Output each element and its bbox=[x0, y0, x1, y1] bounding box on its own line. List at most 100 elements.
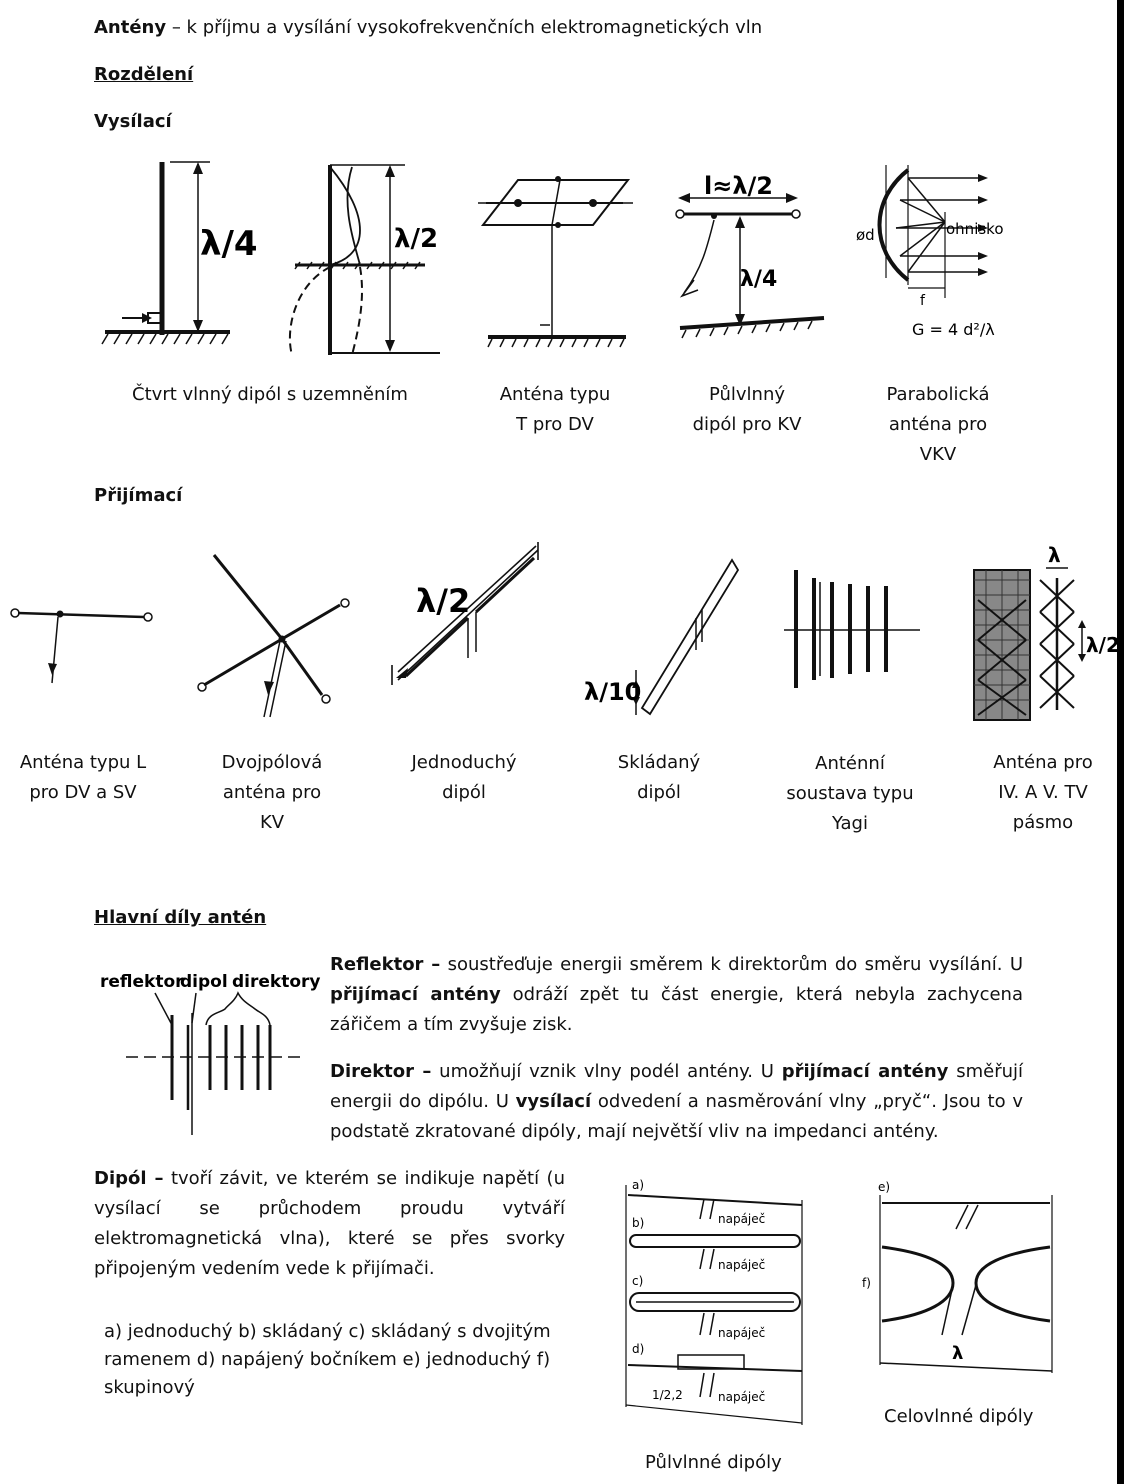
caption-t-antenna: Anténa typu T pro DV bbox=[480, 380, 630, 440]
caption-line: dipól bbox=[637, 782, 681, 803]
ratio-label: 1/2,2 bbox=[652, 1388, 683, 1402]
section-heading-parts: Hlavní díly antén bbox=[94, 907, 267, 928]
letter-a: a) bbox=[632, 1178, 644, 1192]
caption-line: Anténa pro bbox=[993, 752, 1093, 773]
letter-d: d) bbox=[632, 1342, 644, 1356]
caption-line: Čtvrt vlnný dipól s uzemněním bbox=[132, 384, 408, 405]
label-reflektor: reflektor bbox=[100, 972, 184, 992]
paragraph-dipol: Dipól – tvoří závit, ve kterém se indiku… bbox=[94, 1164, 565, 1284]
caption-line: Jednoduchý bbox=[411, 752, 517, 773]
text-segment: soustřeďuje energii směrem k direktorům … bbox=[440, 954, 1024, 975]
letter-b: b) bbox=[632, 1216, 644, 1230]
caption-line: Anténa typu L bbox=[19, 752, 147, 773]
page-edge-bar bbox=[1117, 0, 1124, 1484]
caption-line: anténa pro bbox=[222, 782, 322, 803]
caption-line: Anténní bbox=[815, 753, 885, 774]
feeder-d: napáječ bbox=[718, 1326, 765, 1340]
figure-folded-dipole: λ/10 bbox=[584, 550, 752, 720]
caption-parabolic: Parabolická anténa pro VKV bbox=[863, 380, 1013, 470]
letter-e: e) bbox=[878, 1180, 890, 1194]
figure-uhf-panel: λ λ/2 bbox=[968, 543, 1120, 725]
paragraph-reflektor: Reflektor – soustřeďuje energii směrem k… bbox=[330, 950, 1023, 1040]
label-lambda-half-rx: λ/2 bbox=[416, 582, 470, 620]
label-focus: ohnisko bbox=[946, 220, 1004, 238]
dipole-type-list: a) jednoduchý b) skládaný c) skládaný s … bbox=[104, 1321, 551, 1398]
label-dipole-height: λ/4 bbox=[740, 267, 777, 292]
label-focal-length: f bbox=[920, 293, 926, 309]
caption-quarter-wave: Čtvrt vlnný dipól s uzemněním bbox=[110, 380, 430, 410]
label-diameter: ød bbox=[856, 226, 875, 244]
caption-line: Parabolická bbox=[886, 384, 990, 405]
figure-half-wave-image: λ/2 bbox=[290, 155, 450, 360]
term-direktor: Direktor – bbox=[330, 1061, 432, 1082]
caption-line: KV bbox=[259, 812, 285, 833]
caption-uhf-panel: Anténa pro IV. A V. TV pásmo bbox=[968, 748, 1118, 838]
caption-l-antenna: Anténa typu L pro DV a SV bbox=[8, 748, 158, 808]
label-dipole-length: l≈λ/2 bbox=[704, 172, 773, 200]
caption-line: Anténa typu bbox=[499, 384, 611, 405]
term-dipol: Dipól – bbox=[94, 1168, 164, 1189]
intro-line: Antény – k příjmu a vysílání vysokofrekv… bbox=[94, 13, 762, 43]
caption-line: Dvojpólová bbox=[221, 752, 323, 773]
feeder-c: napáječ bbox=[718, 1258, 765, 1272]
paragraph-direktor: Direktor – umožňují vznik vlny podél ant… bbox=[330, 1057, 1023, 1147]
text-bold-segment: přijímací antény bbox=[330, 984, 501, 1005]
figure-l-antenna bbox=[8, 595, 158, 690]
label-lambda-half-panel: λ/2 bbox=[1086, 633, 1120, 657]
caption-line: Skládaný bbox=[617, 752, 701, 773]
figure-parabolic-antenna: ød ohnisko f G = 4 d²/λ bbox=[856, 160, 1004, 339]
caption-line: Půlvlnný bbox=[708, 384, 786, 405]
term-reflektor: Reflektor – bbox=[330, 954, 441, 975]
heading-transmit: Vysílací bbox=[94, 111, 172, 132]
caption-line: VKV bbox=[919, 444, 957, 465]
text-bold-segment: vysílací bbox=[515, 1091, 592, 1112]
label-lambda-quarter: λ/4 bbox=[200, 224, 258, 264]
caption-half-wave-dipoles: Půlvlnné dipóly bbox=[645, 1452, 782, 1473]
caption-yagi: Anténní soustava typu Yagi bbox=[775, 749, 925, 839]
caption-line: IV. A V. TV bbox=[998, 782, 1088, 803]
heading-receive: Přijímací bbox=[94, 485, 183, 506]
text-bold-segment: přijímací antény bbox=[781, 1061, 949, 1082]
figure-yagi-array bbox=[780, 560, 930, 695]
caption-v-dipole: Dvojpólová anténa pro KV bbox=[197, 748, 347, 838]
caption-simple-dipole: Jednoduchý dipól bbox=[389, 748, 539, 808]
feeder-e: napáječ bbox=[718, 1390, 765, 1404]
figure-full-wave-dipoles: e) f) λ bbox=[862, 1180, 1058, 1385]
letter-f: f) bbox=[862, 1276, 871, 1290]
caption-line: anténa pro bbox=[888, 414, 988, 435]
text-segment: odvedení a nasměrování vlny „pryč“. Jsou… bbox=[330, 1091, 1023, 1142]
caption-half-wave-dipole: Půlvlnný dipól pro KV bbox=[672, 380, 822, 440]
label-dipol: dipol bbox=[180, 972, 228, 992]
caption-line: pro DV a SV bbox=[29, 782, 137, 803]
intro-term: Antény bbox=[94, 17, 167, 38]
figure-half-wave-dipole-kv: l≈λ/2 λ/4 bbox=[672, 172, 832, 353]
caption-line: pásmo bbox=[1012, 812, 1074, 833]
figure-quarter-wave-monopole: λ/4 bbox=[100, 150, 258, 350]
text-segment: tvoří závit, ve kterém se indikuje napět… bbox=[94, 1168, 565, 1279]
label-lambda-full: λ bbox=[952, 1343, 963, 1364]
caption-full-wave-dipoles: Celovlnné dipóly bbox=[884, 1406, 1034, 1427]
figure-t-antenna bbox=[478, 176, 638, 355]
figure-yagi-parts: reflektor dipol direktory bbox=[100, 972, 321, 1140]
label-gain-formula: G = 4 d²/λ bbox=[912, 320, 995, 339]
section-heading-division: Rozdělení bbox=[94, 64, 194, 85]
figure-simple-dipole: λ/2 bbox=[388, 540, 548, 690]
text-segment: odráží zpět tu část energie, která nebyl… bbox=[330, 984, 1023, 1035]
label-lambda: λ bbox=[1048, 543, 1061, 567]
figure-v-dipole-kv bbox=[190, 545, 360, 725]
intro-text: – k příjmu a vysílání vysokofrekvenčních… bbox=[166, 17, 763, 38]
text-segment: umožňují vznik vlny podél antény. U bbox=[431, 1061, 782, 1082]
feeder-b: napáječ bbox=[718, 1212, 765, 1226]
label-lambda-tenth: λ/10 bbox=[584, 678, 641, 706]
letter-c: c) bbox=[632, 1274, 643, 1288]
text-segment: směřují energii do dipólu. U bbox=[330, 1061, 1023, 1112]
figure-half-wave-dipoles: a) b) c) d) napáječ napáječ napáječ 1/2,… bbox=[622, 1178, 807, 1430]
caption-line: T pro DV bbox=[516, 414, 594, 435]
caption-line: soustava typu bbox=[786, 783, 914, 804]
label-lambda-half: λ/2 bbox=[394, 224, 438, 254]
caption-line: dipól bbox=[442, 782, 486, 803]
caption-line: dipól pro KV bbox=[692, 414, 802, 435]
caption-line: Yagi bbox=[832, 813, 868, 834]
caption-folded-dipole: Skládaný dipól bbox=[584, 748, 734, 808]
label-direktory: direktory bbox=[232, 972, 321, 992]
